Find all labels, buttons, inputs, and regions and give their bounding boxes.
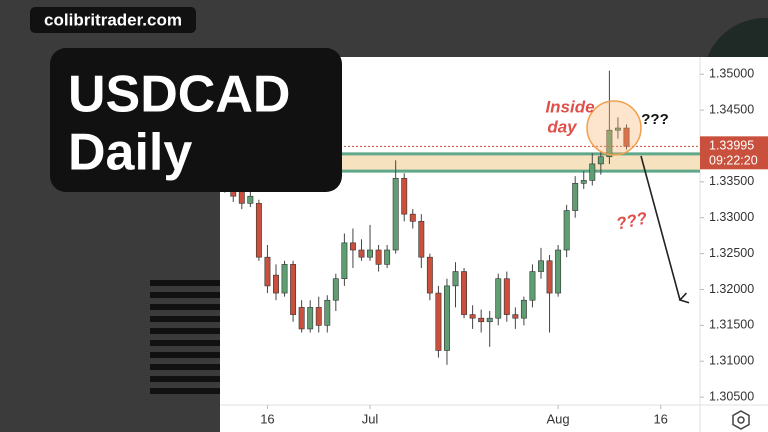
candle-body bbox=[315, 307, 322, 326]
y-tick-label: 1.32500 bbox=[709, 246, 754, 260]
y-tick-label: 1.35000 bbox=[709, 67, 754, 81]
annotation: day bbox=[547, 117, 578, 136]
highlight-circle bbox=[586, 100, 642, 156]
chart-title: Daily bbox=[68, 124, 192, 182]
axes: 1.35000 1.34500 1.33500 1.33000 1.32500 1.320… bbox=[260, 67, 768, 426]
candle-body bbox=[298, 307, 305, 330]
title-box bbox=[50, 48, 342, 192]
candle-body bbox=[572, 182, 579, 211]
candle-body bbox=[538, 260, 544, 272]
candle-body bbox=[495, 278, 502, 319]
candle-body bbox=[307, 307, 314, 330]
candle-body bbox=[290, 264, 297, 315]
candle-body bbox=[478, 317, 485, 323]
candle-body bbox=[392, 177, 399, 251]
y-tick-label: 1.34500 bbox=[709, 102, 754, 116]
y-tick-label: 1.31000 bbox=[709, 354, 754, 368]
candle-body bbox=[546, 260, 553, 294]
candle-body bbox=[247, 195, 254, 204]
candle-body bbox=[401, 177, 408, 215]
candle-body bbox=[555, 249, 562, 294]
candle-body bbox=[512, 314, 519, 319]
candle-body bbox=[486, 317, 493, 323]
y-tick-label: 1.33000 bbox=[709, 210, 754, 224]
candle-body bbox=[503, 278, 510, 315]
x-tick-label: Aug bbox=[547, 411, 570, 426]
candle-body bbox=[520, 299, 527, 319]
y-tick-label: 1.33500 bbox=[709, 174, 754, 188]
candle-body bbox=[426, 256, 433, 294]
x-tick-label: 16 bbox=[653, 411, 667, 426]
candle-body bbox=[358, 249, 365, 258]
y-tick-label: 1.32000 bbox=[709, 282, 754, 296]
candle-body bbox=[273, 274, 279, 294]
candle-body bbox=[255, 203, 262, 258]
candle-body bbox=[606, 129, 613, 158]
candle-body bbox=[341, 242, 348, 280]
brand-pill bbox=[30, 7, 196, 33]
settings-icon[interactable] bbox=[732, 410, 750, 430]
candle-body bbox=[623, 127, 630, 147]
candle-body bbox=[409, 213, 416, 222]
candle-body bbox=[452, 271, 459, 287]
x-tick-label: Jul bbox=[362, 411, 379, 426]
candle-body bbox=[589, 163, 596, 181]
price-label: 1.33995 bbox=[709, 139, 754, 153]
y-tick-label: 1.30500 bbox=[709, 389, 754, 403]
candle-body bbox=[384, 249, 391, 265]
countdown: 09:22:20 bbox=[709, 154, 758, 168]
annotation: ??? bbox=[641, 111, 669, 128]
candle-body bbox=[375, 249, 382, 265]
candle-body bbox=[461, 271, 468, 315]
candle-body bbox=[332, 278, 339, 301]
candle-body bbox=[580, 180, 587, 184]
candle-body bbox=[367, 249, 373, 258]
candle-body bbox=[563, 210, 570, 251]
decor-stripes bbox=[150, 280, 220, 394]
price-label-box bbox=[700, 136, 768, 170]
candle-body bbox=[614, 127, 621, 131]
overlay: Inside day ??? ??? colibritrader.com USD… bbox=[30, 7, 750, 430]
candle-body bbox=[469, 314, 476, 319]
candle-body bbox=[324, 299, 331, 326]
candle-body bbox=[281, 264, 288, 294]
candle-body bbox=[349, 242, 356, 251]
x-tick-label: 16 bbox=[260, 411, 274, 426]
arrow bbox=[640, 155, 690, 304]
annotation: Inside bbox=[545, 97, 594, 116]
chart-title: USDCAD bbox=[68, 66, 290, 124]
candle-body bbox=[435, 292, 442, 351]
candle-body bbox=[597, 156, 604, 165]
candle-body bbox=[264, 256, 271, 287]
candle-body bbox=[418, 221, 425, 258]
brand: colibritrader.com bbox=[44, 10, 182, 29]
candle-body bbox=[529, 271, 536, 301]
candle-body bbox=[444, 285, 450, 351]
y-tick-label: 1.31500 bbox=[709, 318, 754, 332]
